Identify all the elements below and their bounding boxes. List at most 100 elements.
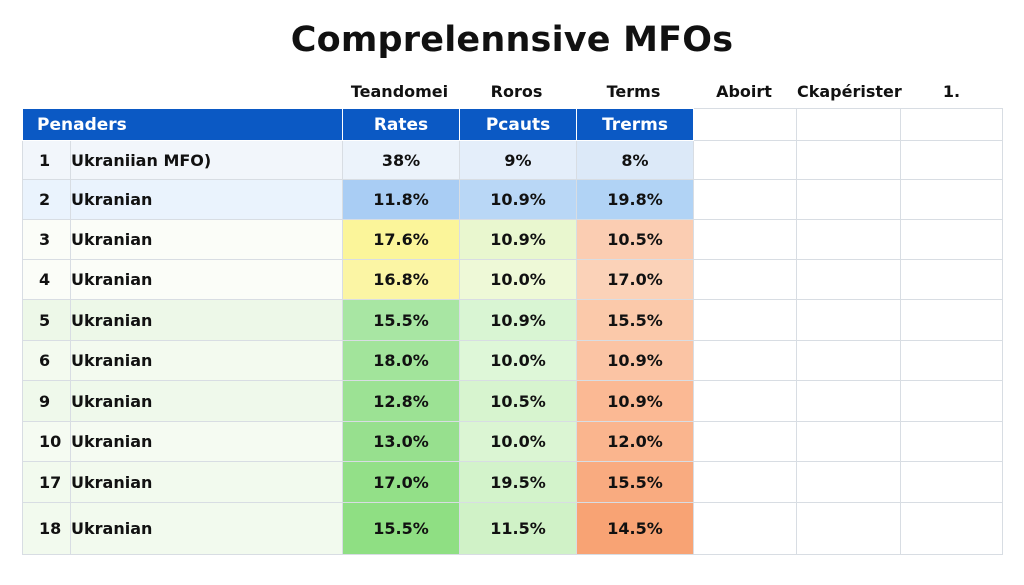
row-rate-value[interactable]: 12.8% [342,380,461,422]
row-number[interactable]: 10 [22,421,71,462]
row-provider-name[interactable]: Ukranian [69,299,344,341]
header-terms[interactable]: Trerms [576,108,695,141]
empty-cell [693,421,798,462]
table-row[interactable]: 6 Ukranian 18.0% 10.0% 10.9% [22,340,1004,381]
empty-cell [796,299,902,341]
row-provider-name[interactable]: Ukraniian MFO) [69,140,344,180]
row-terms-value[interactable]: 10.5% [576,219,695,260]
table-row[interactable]: 9 Ukranian 12.8% 10.5% 10.9% [22,380,1004,422]
row-number[interactable]: 4 [22,259,71,300]
empty-cell [900,219,1004,260]
row-pcauts-value[interactable]: 11.5% [459,502,578,555]
top-label-2: Roros [490,82,543,101]
empty-cell [900,259,1004,300]
row-rate-value[interactable]: 13.0% [342,421,461,462]
row-terms-value[interactable]: 12.0% [576,421,695,462]
row-number[interactable]: 18 [22,502,71,555]
row-pcauts-value[interactable]: 19.5% [459,461,578,503]
row-pcauts-value[interactable]: 10.0% [459,259,578,300]
row-provider-name[interactable]: Ukranian [69,421,344,462]
table-header-row: Penaders Rates Pcauts Trerms [21,108,1004,141]
row-rate-value[interactable]: 11.8% [342,179,461,220]
row-provider-name[interactable]: Ukranian [69,179,344,220]
row-terms-value[interactable]: 10.9% [576,380,695,422]
table-row[interactable]: 18 Ukranian 15.5% 11.5% 14.5% [22,502,1004,555]
top-label-3: Terms [606,82,661,101]
row-provider-name[interactable]: Ukranian [69,219,344,260]
row-provider-name[interactable]: Ukranian [69,461,344,503]
empty-cell [796,179,902,220]
empty-cell [900,502,1004,555]
row-number[interactable]: 3 [22,219,71,260]
row-terms-value[interactable]: 15.5% [576,461,695,503]
row-number[interactable]: 9 [22,380,71,422]
empty-cell [693,380,798,422]
empty-cell [796,461,902,503]
empty-cell [693,299,798,341]
row-rate-value[interactable]: 38% [342,140,461,180]
row-rate-value[interactable]: 16.8% [342,259,461,300]
table-row[interactable]: 2 Ukranian 11.8% 10.9% 19.8% [22,179,1004,220]
mfo-table: Penaders Rates Pcauts Trerms 1 Ukraniian … [21,108,1004,555]
empty-cell [796,340,902,381]
row-pcauts-value[interactable]: 10.9% [459,179,578,220]
header-pcauts[interactable]: Pcauts [459,108,578,141]
empty-cell [796,219,902,260]
row-number[interactable]: 2 [22,179,71,220]
table-row[interactable]: 17 Ukranian 17.0% 19.5% 15.5% [22,461,1004,503]
row-number[interactable]: 1 [22,140,71,180]
empty-cell [900,380,1004,422]
empty-cell [693,502,798,555]
row-terms-value[interactable]: 14.5% [576,502,695,555]
row-pcauts-value[interactable]: 10.0% [459,340,578,381]
empty-cell [900,421,1004,462]
top-label-6: 1. [942,82,961,101]
top-label-1: Teandomei [350,82,449,101]
row-terms-value[interactable]: 17.0% [576,259,695,300]
column-top-labels: Teandomei Roros Terms Aboirt Ckapérister… [0,82,1024,104]
top-label-5: Ckapérister [797,82,902,101]
row-rate-value[interactable]: 17.6% [342,219,461,260]
row-provider-name[interactable]: Ukranian [69,340,344,381]
header-rates[interactable]: Rates [342,108,461,141]
row-provider-name[interactable]: Ukranian [69,380,344,422]
table-row[interactable]: 3 Ukranian 17.6% 10.9% 10.5% [22,219,1004,260]
table-row[interactable]: 5 Ukranian 15.5% 10.9% 15.5% [22,299,1004,341]
empty-cell [796,502,902,555]
row-number[interactable]: 17 [22,461,71,503]
row-terms-value[interactable]: 8% [576,140,695,180]
table-row[interactable]: 10 Ukranian 13.0% 10.0% 12.0% [22,421,1004,462]
empty-cell [796,259,902,300]
empty-cell [796,140,902,180]
empty-cell [796,421,902,462]
empty-cell [900,299,1004,341]
table-row[interactable]: 1 Ukraniian MFO) 38% 9% 8% [22,140,1004,180]
empty-cell [796,380,902,422]
row-pcauts-value[interactable]: 10.5% [459,380,578,422]
empty-cell [693,219,798,260]
empty-cell [900,140,1004,180]
row-number[interactable]: 5 [22,299,71,341]
row-number[interactable]: 6 [22,340,71,381]
row-terms-value[interactable]: 15.5% [576,299,695,341]
row-pcauts-value[interactable]: 10.0% [459,421,578,462]
row-rate-value[interactable]: 17.0% [342,461,461,503]
row-provider-name[interactable]: Ukranian [69,502,344,555]
row-rate-value[interactable]: 18.0% [342,340,461,381]
row-provider-name[interactable]: Ukranian [69,259,344,300]
top-label-4: Aboirt [716,82,772,101]
empty-cell [900,461,1004,503]
row-pcauts-value[interactable]: 10.9% [459,219,578,260]
row-rate-value[interactable]: 15.5% [342,299,461,341]
empty-cell [693,179,798,220]
row-rate-value[interactable]: 15.5% [342,502,461,555]
row-pcauts-value[interactable]: 9% [459,140,578,180]
row-terms-value[interactable]: 19.8% [576,179,695,220]
header-blank [900,108,1004,141]
header-blank [693,108,798,141]
table-row[interactable]: 4 Ukranian 16.8% 10.0% 17.0% [22,259,1004,300]
header-penaders[interactable]: Penaders [21,108,344,141]
row-pcauts-value[interactable]: 10.9% [459,299,578,341]
row-terms-value[interactable]: 10.9% [576,340,695,381]
empty-cell [693,461,798,503]
